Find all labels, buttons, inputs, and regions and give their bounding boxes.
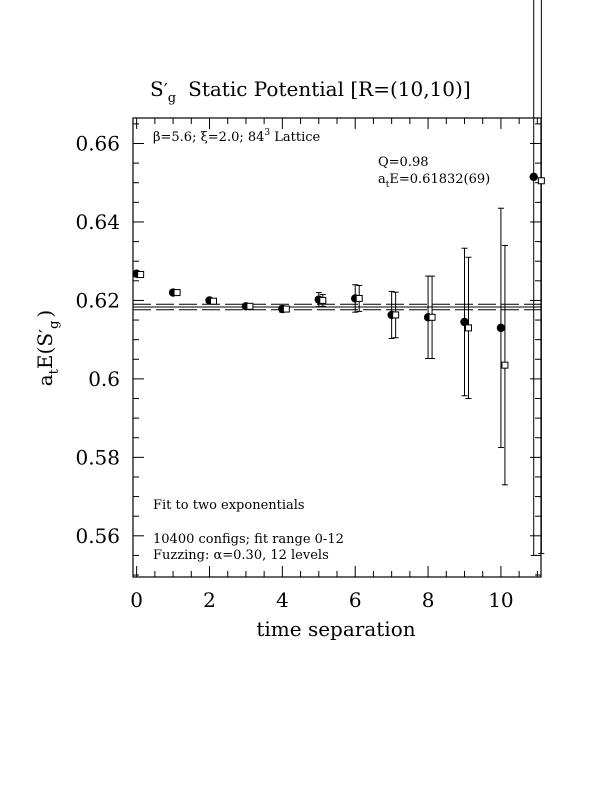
x-tick-label: 10 (488, 588, 513, 612)
data-point-square (246, 302, 254, 310)
data-point-square (537, 177, 545, 185)
y-tick-label: 0.56 (75, 524, 120, 548)
x-axis-tick-labels: 0 2 4 6 8 10 (130, 588, 513, 612)
x-tick-label: 0 (130, 588, 143, 612)
data-point-circle (496, 323, 506, 333)
data-point-square (319, 296, 327, 304)
data-point-square (210, 297, 217, 305)
y-axis-tick-labels: 0.56 0.58 0.6 0.62 0.64 0.66 (75, 132, 120, 548)
fit-type-label: Fit to two exponentials (153, 498, 305, 513)
data-point-square (137, 271, 145, 279)
data-point-square (392, 311, 400, 319)
fit-quality-label: Q=0.98 (378, 155, 429, 170)
data-point-square (173, 289, 181, 297)
y-tick-label: 0.6 (88, 367, 120, 391)
x-axis-ticks (136, 118, 538, 577)
y-axis-label: atE(S′g) (33, 310, 62, 387)
x-tick-label: 4 (276, 588, 289, 612)
data-point-square (355, 294, 363, 302)
fuzzing-label: Fuzzing: α=0.30, 12 levels (153, 548, 329, 563)
x-tick-label: 2 (203, 588, 216, 612)
fit-band (133, 303, 541, 311)
data-point-square (282, 305, 290, 313)
chart-title: S′g Static Potential [R=(10,10)] (150, 77, 471, 106)
y-tick-label: 0.66 (75, 132, 120, 156)
x-tick-label: 8 (422, 588, 435, 612)
data-point-square (501, 361, 509, 369)
data-point-circle (460, 317, 469, 327)
y-tick-label: 0.64 (75, 210, 120, 234)
series-2 (137, 0, 545, 554)
y-tick-label: 0.58 (75, 445, 120, 469)
x-tick-label: 6 (349, 588, 362, 612)
lattice-annotation: β=5.6; ξ=2.0; 843 Lattice (153, 128, 321, 145)
data-point-square (428, 313, 436, 321)
configs-label: 10400 configs; fit range 0-12 (153, 532, 344, 547)
y-tick-label: 0.62 (75, 288, 120, 312)
x-axis-label: time separation (256, 617, 415, 641)
data-point-square (465, 324, 472, 332)
energy-label: atE=0.61832(69) (378, 172, 490, 190)
data-point-circle (529, 172, 538, 182)
y-axis-ticks (133, 123, 541, 576)
data-series (132, 0, 545, 556)
